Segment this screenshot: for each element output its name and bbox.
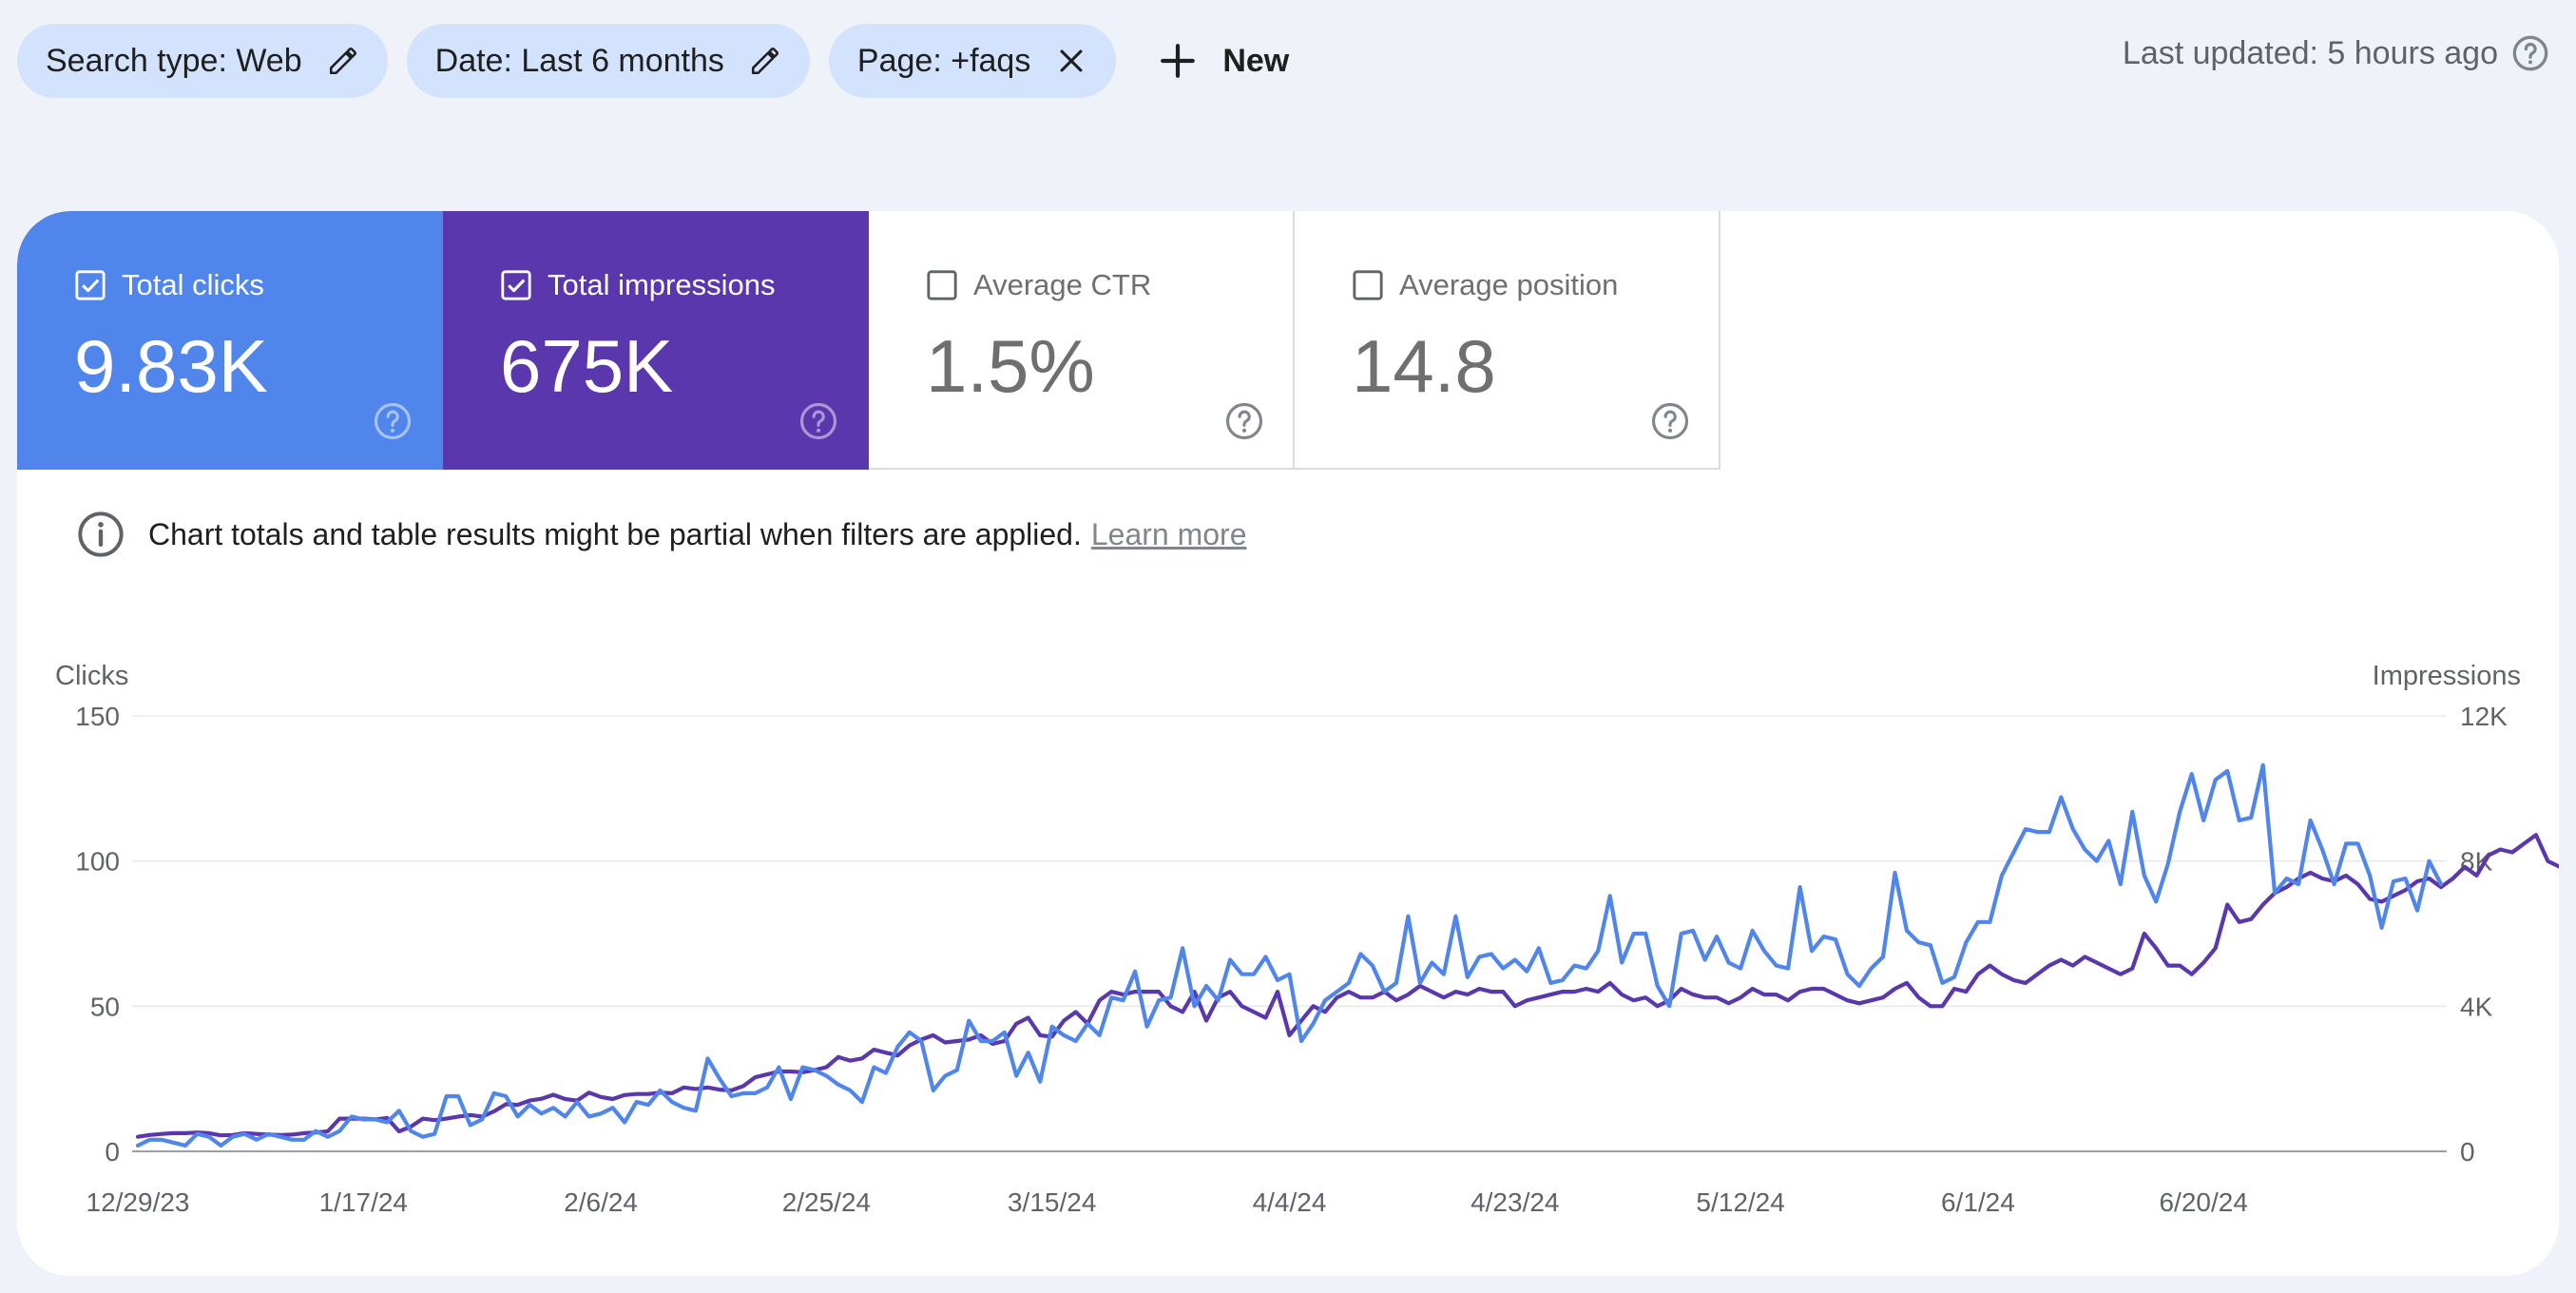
filter-chip-label: Search type: Web [46,42,302,79]
help-icon[interactable] [798,401,838,441]
x-tick-label: 5/12/24 [1696,1187,1784,1217]
close-icon[interactable] [1055,45,1087,77]
x-tick-label: 2/25/24 [782,1187,871,1217]
plus-icon [1158,41,1198,81]
metric-label: Average position [1399,268,1619,301]
metric-label: Total clicks [122,268,264,301]
x-tick-label: 6/20/24 [2159,1187,2247,1217]
impressions-series-line[interactable] [135,833,2559,1139]
x-tick-label: 1/17/24 [319,1187,408,1217]
y-right-tick-label: 4K [2460,992,2493,1021]
pencil-icon[interactable] [327,45,359,77]
x-tick-label: 3/15/24 [1008,1187,1096,1217]
metric-total-clicks[interactable]: Total clicks 9.83K [17,211,443,470]
performance-chart: 0 0 50 4K 100 8K 150 12K Clicks Impressions 12/29/… [55,661,2559,1217]
metric-label: Total impressions [548,268,776,301]
info-icon [76,510,125,559]
new-filter-button[interactable]: New [1135,24,1312,98]
checkbox-checked-icon[interactable] [500,269,532,301]
metric-value: 1.5% [926,324,1095,408]
y-right-tick-label: 12K [2460,702,2508,731]
help-icon[interactable] [1224,401,1264,441]
filter-chip-search-type[interactable]: Search type: Web [17,24,388,98]
notice-text: Chart totals and table results might be … [148,516,1082,551]
performance-card: Total clicks 9.83K Total impressions 675… [17,211,2559,1276]
help-icon[interactable] [2511,34,2549,72]
metric-tabs: Total clicks 9.83K Total impressions 675… [17,211,1721,470]
new-button-label: New [1222,42,1290,79]
y-left-axis-title: Clicks [55,661,128,691]
partial-data-notice: Chart totals and table results might be … [76,510,1247,559]
last-updated: Last updated: 5 hours ago [2123,34,2549,72]
chart-axes: 0 0 50 4K 100 8K 150 12K Clicks Impressions 12/29/… [55,661,2521,1217]
metric-value: 675K [500,324,674,408]
help-icon[interactable] [1650,401,1690,441]
filter-chip-label: Date: Last 6 months [434,42,724,79]
x-tick-label: 4/23/24 [1471,1187,1559,1217]
metric-average-position[interactable]: Average position 14.8 [1295,211,1721,470]
y-right-tick-label: 8K [2460,847,2493,877]
help-icon[interactable] [373,401,413,441]
metric-total-impressions[interactable]: Total impressions 675K [443,211,869,470]
checkbox-checked-icon[interactable] [74,269,106,301]
metric-average-ctr[interactable]: Average CTR 1.5% [869,211,1295,470]
y-right-axis-title: Impressions [2373,661,2521,691]
checkbox-unchecked-icon[interactable] [1352,269,1384,301]
y-left-tick-label: 50 [90,992,120,1021]
y-right-tick-label: 0 [2460,1137,2475,1167]
x-tick-label: 4/4/24 [1253,1187,1327,1217]
filter-chip-page[interactable]: Page: +faqs [828,24,1117,98]
metric-value: 14.8 [1352,324,1496,408]
checkbox-unchecked-icon[interactable] [926,269,958,301]
x-tick-label: 6/1/24 [1941,1187,2015,1217]
last-updated-text: Last updated: 5 hours ago [2122,34,2498,71]
chart-gridlines [132,715,2447,1152]
chart-series[interactable] [135,762,2559,1148]
clicks-series-line[interactable] [135,762,2444,1148]
x-tick-label: 12/29/23 [87,1187,190,1217]
filter-chip-date[interactable]: Date: Last 6 months [406,24,810,98]
y-left-tick-label: 150 [75,702,120,731]
pencil-icon[interactable] [749,45,781,77]
metric-label: Average CTR [973,268,1152,301]
x-tick-label: 2/6/24 [564,1187,638,1217]
y-left-tick-label: 0 [105,1137,120,1167]
metric-value: 9.83K [74,324,268,408]
y-left-tick-label: 100 [75,847,120,877]
learn-more-link[interactable]: Learn more [1090,516,1247,551]
filter-bar: Search type: Web Date: Last 6 months Pag… [17,23,1312,99]
filter-chip-label: Page: +faqs [856,42,1031,79]
